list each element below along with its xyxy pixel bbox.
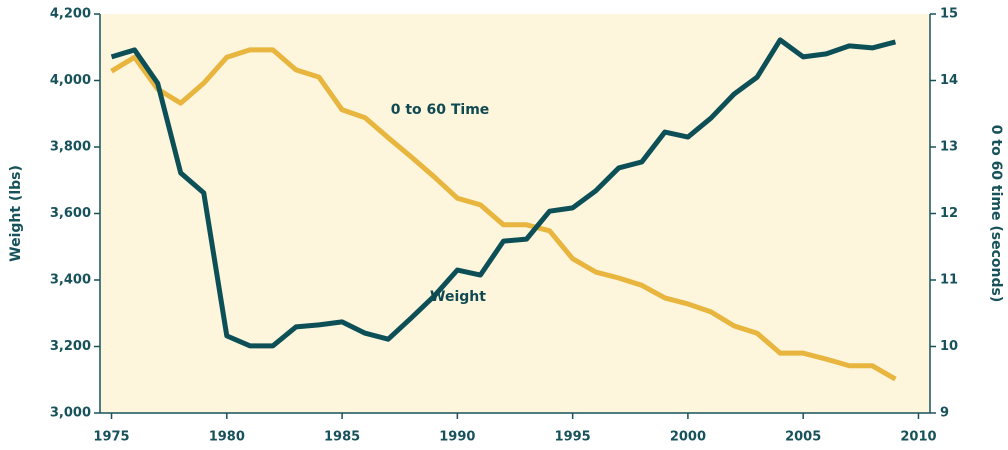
series-label: 0 to 60 Time	[391, 102, 490, 118]
x-tick-label: 1985	[324, 430, 360, 445]
y-tick-label: 3,600	[50, 206, 91, 221]
y2-tick-label: 13	[940, 140, 958, 155]
series-line	[110, 47, 897, 382]
series-line	[110, 37, 897, 349]
y2-tick-label: 14	[940, 73, 958, 88]
y-axis-title: Weight (lbs)	[8, 165, 24, 262]
y-tick-label: 3,200	[50, 339, 91, 354]
y2-tick-label: 11	[940, 273, 958, 288]
x-tick-label: 1995	[555, 430, 591, 445]
y2-axis-title: 0 to 60 time (seconds)	[988, 125, 1004, 302]
y2-tick-label: 10	[940, 339, 958, 354]
series-label: Weight	[430, 289, 486, 305]
y-tick-label: 4,000	[50, 73, 91, 88]
y-tick-label: 3,800	[50, 140, 91, 155]
x-tick-label: 1980	[209, 430, 245, 445]
x-tick-label: 2005	[785, 430, 821, 445]
x-tick-label: 1975	[93, 430, 129, 445]
y2-tick-label: 9	[940, 406, 949, 421]
x-tick-label: 1990	[439, 430, 475, 445]
y-tick-label: 3,000	[50, 406, 91, 421]
y-tick-label: 4,200	[50, 7, 91, 22]
y2-tick-label: 15	[940, 7, 958, 22]
x-tick-label: 2010	[900, 430, 936, 445]
x-tick-label: 2000	[670, 430, 706, 445]
y-tick-label: 3,400	[50, 273, 91, 288]
y2-tick-label: 12	[940, 206, 958, 221]
plot-background	[100, 14, 930, 413]
